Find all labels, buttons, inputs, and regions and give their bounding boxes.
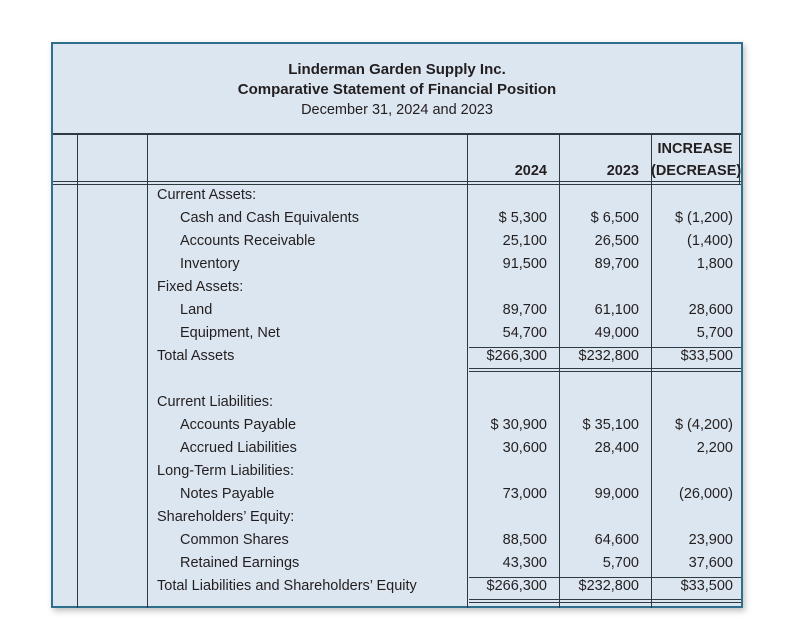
column-header-2023: 2023 <box>606 163 639 179</box>
row-value-2024: $ 30,900 <box>490 417 547 433</box>
row-value-2024: $ 5,300 <box>498 210 547 226</box>
column-rule-3 <box>467 134 468 608</box>
row-value-2024: 25,100 <box>502 233 547 249</box>
row-value-2024: 88,500 <box>502 532 547 548</box>
row-value-change: 1,800 <box>696 256 733 272</box>
total-liab-top-rule <box>469 577 741 578</box>
row-label: Long-Term Liabilities: <box>157 463 295 479</box>
row-value-2023: 61,100 <box>594 302 639 318</box>
total-assets-top-rule <box>469 347 741 348</box>
row-value-change: $33,500 <box>680 578 733 594</box>
row-value-change: 2,200 <box>696 440 733 456</box>
row-value-2023: $232,800 <box>578 578 639 594</box>
row-label: Land <box>180 302 213 318</box>
company-name: Linderman Garden Supply Inc. <box>288 61 506 78</box>
row-label: Total Liabilities and Shareholders’ Equi… <box>157 578 417 594</box>
row-label: Cash and Cash Equivalents <box>180 210 359 226</box>
row-label: Fixed Assets: <box>157 279 244 295</box>
statement-date: December 31, 2024 and 2023 <box>301 102 493 118</box>
row-value-2024: 43,300 <box>502 555 547 571</box>
row-value-change: $ (1,200) <box>674 210 733 226</box>
row-value-2024: 30,600 <box>502 440 547 456</box>
total-assets-double-rule-2 <box>469 371 741 372</box>
row-value-2024: 89,700 <box>502 302 547 318</box>
statement-title: Comparative Statement of Financial Posit… <box>237 81 557 98</box>
row-label: Current Liabilities: <box>157 394 274 410</box>
row-label: Equipment, Net <box>180 325 280 341</box>
row-value-change: (1,400) <box>687 233 733 249</box>
header-top-rule <box>53 133 741 135</box>
row-value-2023: 99,000 <box>594 486 639 502</box>
row-value-2024: 91,500 <box>502 256 547 272</box>
header-bottom-rule-2 <box>53 184 741 185</box>
row-value-change: $33,500 <box>680 348 733 364</box>
row-value-2023: $ 35,100 <box>582 417 639 433</box>
total-assets-double-rule-1 <box>469 368 741 369</box>
row-label: Accrued Liabilities <box>180 440 297 456</box>
row-value-change: $ (4,200) <box>674 417 733 433</box>
row-value-2023: 5,700 <box>602 555 639 571</box>
row-label: Accounts Receivable <box>180 233 316 249</box>
row-value-2023: 28,400 <box>594 440 639 456</box>
row-label: Accounts Payable <box>180 417 297 433</box>
row-value-2023: 89,700 <box>594 256 639 272</box>
statement-frame: Linderman Garden Supply Inc. Comparative… <box>51 42 743 608</box>
row-value-2024: 73,000 <box>502 486 547 502</box>
row-value-2023: 49,000 <box>594 325 639 341</box>
row-value-change: 5,700 <box>696 325 733 341</box>
column-header-2024: 2024 <box>514 163 547 179</box>
column-header-decrease: (DECREASE) <box>651 163 742 179</box>
row-value-change: 37,600 <box>688 555 733 571</box>
row-value-2023: 26,500 <box>594 233 639 249</box>
column-rule-6 <box>739 134 740 184</box>
row-label: Common Shares <box>180 532 289 548</box>
row-value-2023: 64,600 <box>594 532 639 548</box>
header-bottom-rule <box>53 181 741 182</box>
row-label: Retained Earnings <box>180 555 300 571</box>
column-rule-1 <box>77 134 78 608</box>
row-value-change: 28,600 <box>688 302 733 318</box>
row-value-2023: $232,800 <box>578 348 639 364</box>
row-label: Current Assets: <box>157 187 257 203</box>
row-value-2024: $266,300 <box>486 578 547 594</box>
row-value-2024: $266,300 <box>486 348 547 364</box>
row-value-change: 23,900 <box>688 532 733 548</box>
total-liab-double-rule-2 <box>469 602 741 603</box>
row-label: Notes Payable <box>180 486 275 502</box>
column-header-increase: INCREASE <box>657 141 733 157</box>
row-value-2023: $ 6,500 <box>590 210 639 226</box>
total-liab-double-rule-1 <box>469 599 741 600</box>
row-value-change: (26,000) <box>678 486 733 502</box>
row-value-2024: 54,700 <box>502 325 547 341</box>
row-label: Shareholders’ Equity: <box>157 509 295 525</box>
row-label: Total Assets <box>157 348 235 364</box>
row-label: Inventory <box>180 256 240 272</box>
column-rule-2 <box>147 134 148 608</box>
